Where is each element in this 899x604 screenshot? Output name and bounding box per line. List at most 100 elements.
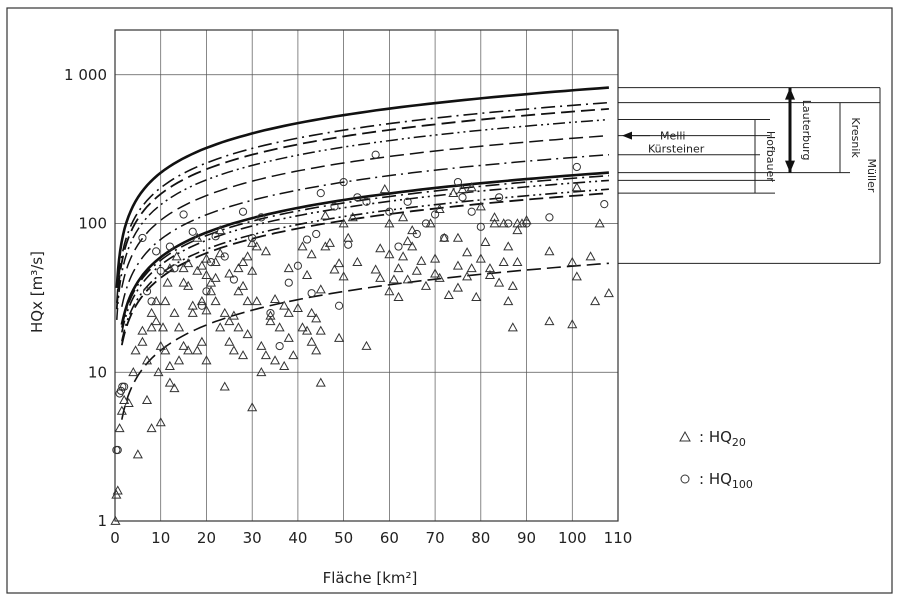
hq100-point (371, 150, 380, 159)
hq20-point (420, 280, 431, 290)
hq20-point (324, 237, 335, 247)
y-tick-label: 100 (78, 215, 107, 233)
hq20-point (201, 305, 212, 315)
hq20-point (311, 345, 322, 355)
hq20-point (384, 286, 395, 296)
hq20-point (498, 256, 509, 266)
hq100-point (302, 235, 312, 244)
hq20-point (274, 322, 285, 332)
hq20-point (205, 277, 217, 287)
hq100-point (600, 200, 609, 209)
hq20-point (512, 225, 523, 235)
hq20-point (157, 322, 169, 332)
hq20-point (302, 325, 313, 335)
hq20-point (352, 256, 363, 266)
hq20-point (507, 280, 518, 290)
hq20-point (590, 296, 601, 306)
hq20-point (251, 241, 262, 251)
hq20-point (247, 237, 258, 247)
hq20-point (201, 269, 212, 279)
x-tick-label: 40 (288, 529, 307, 547)
hq100-point (238, 207, 248, 216)
hq20-point (462, 271, 473, 281)
hq20-point (233, 263, 244, 273)
hq20-point (484, 269, 496, 279)
hq20-point (292, 302, 303, 312)
hq20-point (315, 377, 326, 387)
hq20-point (215, 322, 226, 332)
hq100-point (266, 308, 275, 318)
hq20-point (388, 274, 399, 284)
hq100-point (522, 219, 531, 228)
hq20-point (237, 280, 249, 290)
hq20-point (114, 423, 125, 433)
hq20-point (173, 322, 185, 332)
hq20-point (112, 485, 123, 495)
hq20-point (315, 325, 326, 335)
hq20-point (430, 253, 441, 263)
hq20-point (297, 241, 308, 251)
hq100-point (165, 242, 174, 251)
hq20-point (201, 253, 212, 263)
x-tick-label: 30 (243, 529, 262, 547)
hq20-point (123, 397, 134, 407)
hq20-point (219, 381, 230, 391)
hq100-point (421, 219, 431, 228)
hq20-point (302, 269, 313, 279)
hq20-point (146, 322, 157, 332)
envelope-curve (121, 153, 609, 307)
hq20-point (141, 355, 153, 365)
grid (114, 30, 619, 522)
hq20-point (452, 232, 464, 242)
hq20-point (265, 316, 276, 326)
hq20-point (393, 291, 404, 301)
hq100-point (545, 213, 554, 222)
hq20-point (306, 336, 317, 346)
hq100-point (113, 445, 122, 455)
hq20-point (224, 268, 235, 278)
hq20-point (430, 268, 441, 278)
hq20-point (210, 256, 221, 266)
hq20-point (205, 286, 217, 296)
hq100-point (293, 261, 303, 270)
hq100-point (495, 193, 504, 202)
hq20-point (196, 296, 207, 306)
hq20-point (498, 218, 509, 228)
hq20-point (169, 307, 180, 317)
hq20-point (224, 316, 235, 326)
hq100-point (147, 297, 156, 306)
hq20-point (466, 182, 477, 192)
hq20-point (178, 277, 189, 287)
legend-label: : HQ100 (699, 470, 753, 491)
hq20-point (137, 336, 148, 346)
hq20-point (370, 264, 381, 274)
melli-arrowhead (622, 131, 632, 140)
hq20-point (215, 248, 226, 258)
hq20-point (228, 310, 239, 320)
hq100-point (138, 233, 147, 243)
hq20-point (215, 225, 226, 235)
hq20-point (146, 307, 157, 317)
hq20-point (571, 182, 582, 192)
hq20-point (320, 210, 331, 220)
hq20-point (260, 350, 271, 360)
hq100-point (275, 341, 284, 351)
hq100-point (353, 193, 362, 202)
hq20-point (338, 218, 349, 228)
annotation-hofbauer: Hofbauer (764, 131, 777, 182)
annotation-kresnik: Kresnik (849, 117, 862, 158)
hq100-point (188, 227, 197, 236)
hq20-point (585, 251, 596, 261)
hq20-point (151, 316, 162, 326)
hq20-point (443, 289, 454, 299)
hq100-point (385, 207, 394, 216)
hq20-point (452, 260, 464, 270)
hq20-point (196, 260, 207, 270)
hq100-point (202, 287, 211, 296)
hq20-point (256, 367, 267, 377)
hq20-point (160, 296, 171, 306)
hq100-point (152, 247, 161, 256)
hq20-point (475, 253, 486, 263)
data-points (110, 150, 614, 525)
x-tick-label: 90 (517, 529, 536, 547)
